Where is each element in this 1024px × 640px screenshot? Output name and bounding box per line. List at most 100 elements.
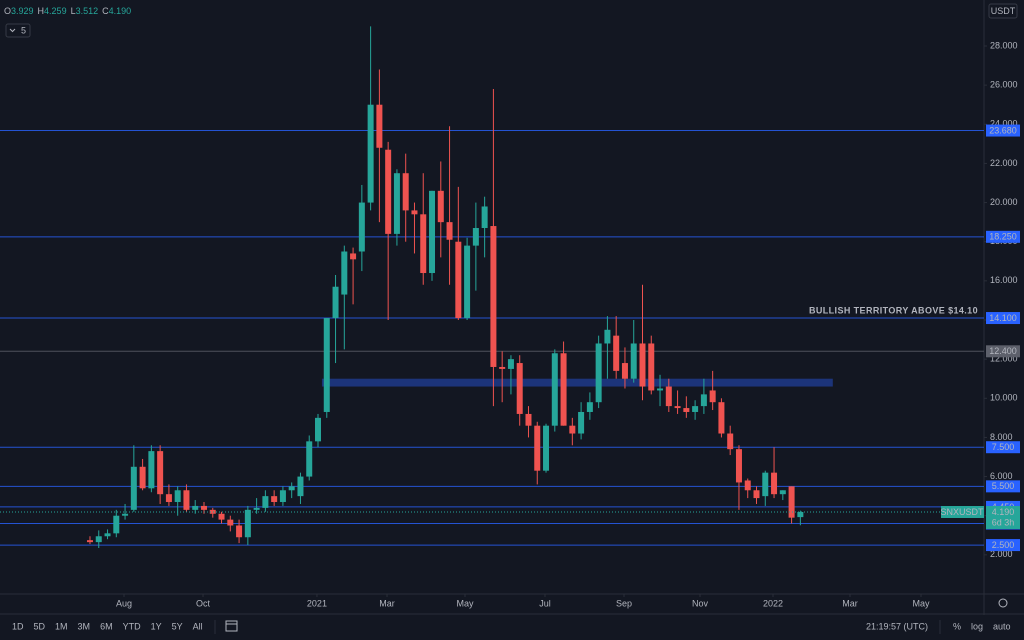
candle-body — [630, 343, 637, 379]
x-tick-label: Sep — [616, 598, 632, 608]
x-tick-label: Aug — [116, 598, 132, 608]
candle-body — [569, 425, 576, 434]
level-label: 23.680 — [989, 125, 1017, 135]
y-tick-label: 16.000 — [990, 275, 1018, 285]
settings-icon[interactable] — [998, 598, 1008, 608]
candle-body — [543, 425, 550, 471]
candle-body — [95, 536, 102, 543]
ohlc-value: 3.929 — [11, 6, 34, 16]
candle-body — [692, 406, 699, 412]
range-button[interactable]: 1Y — [151, 621, 162, 631]
y-tick-label: 12.000 — [990, 354, 1018, 364]
calendar-icon — [225, 620, 238, 632]
range-button[interactable]: YTD — [123, 621, 142, 631]
candle-body — [341, 251, 348, 295]
level-label-box — [986, 124, 1020, 137]
candle-body — [332, 286, 339, 319]
countdown: 6d 3h — [992, 517, 1015, 527]
candle-body — [709, 390, 716, 403]
y-tick-label: 8.000 — [990, 432, 1013, 442]
candle-body — [227, 519, 234, 526]
candle-body — [104, 533, 111, 537]
range-button[interactable]: All — [193, 621, 203, 631]
scale-option[interactable]: % — [953, 621, 961, 631]
scale-option[interactable]: log — [971, 621, 983, 631]
candle-body — [288, 486, 295, 491]
level-label-box — [986, 441, 1020, 454]
candle-body — [455, 241, 462, 319]
ohlc-legend: O3.929 H4.259 L3.512 C4.190 — [4, 6, 131, 16]
candle-body — [665, 386, 672, 407]
y-tick-label: 26.000 — [990, 80, 1018, 90]
candle-body — [551, 353, 558, 426]
candle-body — [762, 472, 769, 497]
candle-body — [174, 490, 181, 503]
level-label: 12.400 — [989, 346, 1017, 356]
candle-body — [683, 408, 690, 412]
candle-body — [490, 226, 497, 367]
candle-body — [700, 394, 707, 407]
candle-body — [595, 343, 602, 403]
x-tick-label: 2022 — [763, 598, 783, 608]
level-label-box — [986, 230, 1020, 243]
level-label-box — [986, 345, 1020, 358]
indicator-box[interactable] — [5, 23, 31, 38]
level-label: 14.100 — [989, 313, 1017, 323]
candle-body — [385, 149, 392, 234]
ohlc-key: O — [4, 6, 11, 16]
candle-body — [499, 366, 506, 369]
candle-body — [797, 511, 804, 518]
candle-body — [613, 335, 620, 371]
symbol-label: SNXUSDT — [940, 507, 984, 517]
goto-date-icon[interactable] — [225, 620, 238, 632]
range-button[interactable]: 5Y — [172, 621, 183, 631]
ohlc-key: L — [71, 6, 76, 16]
candle-body — [306, 441, 313, 477]
level-label: 2.500 — [992, 540, 1015, 550]
candle-body — [350, 253, 357, 260]
symbol-label-box — [941, 505, 984, 518]
scale-option[interactable]: auto — [993, 621, 1011, 631]
candle-body — [402, 173, 409, 211]
candle-body — [358, 202, 365, 252]
range-button[interactable]: 3M — [78, 621, 91, 631]
support-zone — [321, 378, 833, 387]
range-button[interactable]: 6M — [100, 621, 113, 631]
candle-body — [621, 363, 628, 379]
y-tick-label: 24.000 — [990, 119, 1018, 129]
candle-body — [315, 417, 322, 442]
x-tick-label: Mar — [379, 598, 395, 608]
candle-body — [788, 486, 795, 518]
candle-body — [192, 505, 199, 510]
candle-body — [753, 490, 760, 499]
candle-body — [130, 466, 137, 510]
y-tick-label: 20.000 — [990, 197, 1018, 207]
annotation: BULLISH TERRITORY ABOVE $14.10 — [809, 305, 978, 315]
currency-box[interactable] — [988, 3, 1018, 19]
candle-body — [560, 353, 567, 426]
candle-body — [139, 466, 146, 489]
candle-body — [744, 480, 751, 491]
range-button[interactable]: 1M — [55, 621, 68, 631]
x-tick-label: May — [913, 598, 931, 608]
candle-body — [648, 343, 655, 391]
level-label-box — [986, 539, 1020, 552]
candle-body — [253, 507, 260, 510]
candle-body — [525, 413, 532, 426]
candle-body — [674, 406, 681, 409]
y-tick-label: 2.000 — [990, 549, 1013, 559]
candle-body — [586, 402, 593, 412]
candle-body — [464, 245, 471, 319]
candle-body — [297, 476, 304, 497]
last-price-box — [986, 505, 1020, 529]
level-label: 7.500 — [992, 442, 1015, 452]
candle-body — [200, 505, 207, 510]
candle-body — [534, 425, 541, 471]
range-button[interactable]: 5D — [34, 621, 46, 631]
candle-body — [472, 228, 479, 246]
candle-body — [735, 449, 742, 483]
range-button[interactable]: 1D — [12, 621, 24, 631]
candle-body — [218, 513, 225, 520]
candle-body — [271, 496, 278, 503]
